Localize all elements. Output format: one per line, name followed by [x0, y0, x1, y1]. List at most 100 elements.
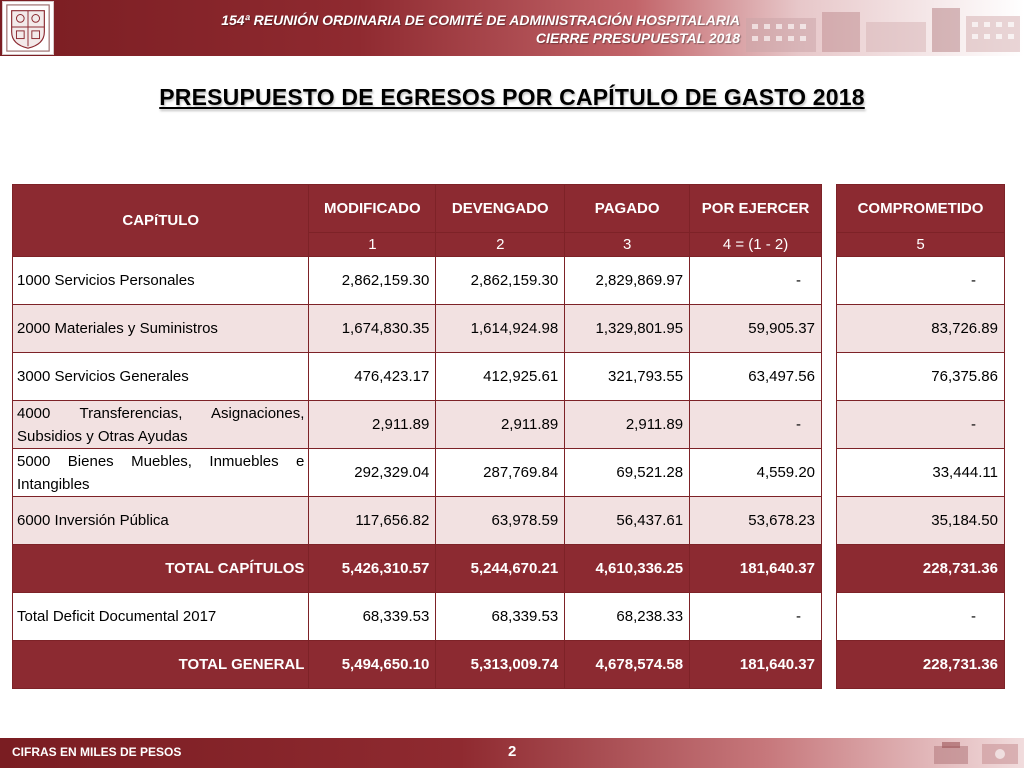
cell-pagado: 1,329,801.95 [564, 304, 691, 353]
cell-modificado: 292,329.04 [308, 448, 437, 497]
cell-pagado: 68,238.33 [564, 592, 691, 641]
header-pagado: PAGADO [564, 184, 691, 233]
subheader-2: 2 [435, 232, 566, 257]
total-row: 228,731.36 [836, 544, 1005, 593]
table-row: - [836, 400, 1005, 449]
table-row: 6000 Inversión Pública 117,656.82 63,978… [11, 496, 822, 545]
row-label: 3000 Servicios Generales [11, 352, 310, 401]
subheader-1: 1 [308, 232, 437, 257]
hospital-crest-icon [2, 1, 54, 55]
header-devengado: DEVENGADO [435, 184, 566, 233]
row-label: 5000 Bienes Muebles, Inmuebles e Intangi… [11, 448, 310, 497]
cell-por-ejercer: 181,640.37 [689, 640, 822, 689]
table-row: 2000 Materiales y Suministros 1,674,830.… [11, 304, 822, 353]
subheader-4: 4 = (1 - 2) [689, 232, 822, 257]
cell-comprometido: 76,375.86 [836, 352, 1005, 401]
header-line-1: 154ª REUNIÓN ORDINARIA DE COMITÉ DE ADMI… [221, 12, 740, 28]
cell-comprometido: - [836, 400, 1005, 449]
cell-modificado: 68,339.53 [308, 592, 437, 641]
table-row: Total Deficit Documental 2017 68,339.53 … [11, 592, 822, 641]
cell-devengado: 2,911.89 [435, 400, 566, 449]
cell-pagado: 56,437.61 [564, 496, 691, 545]
cell-modificado: 1,674,830.35 [308, 304, 437, 353]
row-label: 1000 Servicios Personales [11, 256, 310, 305]
cell-comprometido: 33,444.11 [836, 448, 1005, 497]
header-banner: 154ª REUNIÓN ORDINARIA DE COMITÉ DE ADMI… [0, 0, 1024, 56]
cell-modificado: 117,656.82 [308, 496, 437, 545]
footer-bar: CIFRAS EN MILES DE PESOS 2 [0, 738, 1024, 768]
table-header-row: COMPROMETIDO [836, 184, 1005, 233]
cell-devengado: 1,614,924.98 [435, 304, 566, 353]
hospital-building-icon [746, 8, 1020, 52]
cell-devengado: 5,313,009.74 [435, 640, 566, 689]
cell-comprometido: 35,184.50 [836, 496, 1005, 545]
cell-por-ejercer: 53,678.23 [689, 496, 822, 545]
cell-devengado: 287,769.84 [435, 448, 566, 497]
cell-por-ejercer: 4,559.20 [689, 448, 822, 497]
header-modificado: MODIFICADO [308, 184, 437, 233]
cell-pagado: 4,610,336.25 [564, 544, 691, 593]
cell-por-ejercer: - [689, 592, 822, 641]
cell-modificado: 5,426,310.57 [308, 544, 437, 593]
page-number: 2 [508, 743, 517, 760]
header-text: 154ª REUNIÓN ORDINARIA DE COMITÉ DE ADMI… [60, 11, 740, 47]
subheader-3: 3 [564, 232, 691, 257]
row-label: Total Deficit Documental 2017 [11, 592, 310, 641]
table-row: 35,184.50 [836, 496, 1005, 545]
cell-comprometido: - [836, 256, 1005, 305]
cell-devengado: 412,925.61 [435, 352, 566, 401]
cell-comprometido: 83,726.89 [836, 304, 1005, 353]
footer-crest-icon [934, 742, 1018, 764]
header-line-2: CIERRE PRESUPUESTAL 2018 [535, 30, 740, 46]
row-label: TOTAL CAPÍTULOS [11, 544, 310, 593]
table-subheader-row: 5 [836, 232, 1005, 257]
total-row: TOTAL GENERAL 5,494,650.10 5,313,009.74 … [11, 640, 822, 689]
cell-por-ejercer: 63,497.56 [689, 352, 822, 401]
cell-por-ejercer: - [689, 400, 822, 449]
cell-modificado: 2,911.89 [308, 400, 437, 449]
table-row: 33,444.11 [836, 448, 1005, 497]
table-row: 1000 Servicios Personales 2,862,159.30 2… [11, 256, 822, 305]
row-label: 4000 Transferencias, Asignaciones, Subsi… [11, 400, 310, 449]
cell-devengado: 63,978.59 [435, 496, 566, 545]
cell-modificado: 5,494,650.10 [308, 640, 437, 689]
cell-comprometido: 228,731.36 [836, 640, 1005, 689]
table-row: 4000 Transferencias, Asignaciones, Subsi… [11, 400, 822, 449]
cell-modificado: 476,423.17 [308, 352, 437, 401]
header-capitulo: CAPíTULO [11, 184, 310, 257]
cell-pagado: 321,793.55 [564, 352, 691, 401]
cell-por-ejercer: 181,640.37 [689, 544, 822, 593]
cell-pagado: 69,521.28 [564, 448, 691, 497]
cell-pagado: 2,911.89 [564, 400, 691, 449]
table-row: 5000 Bienes Muebles, Inmuebles e Intangi… [11, 448, 822, 497]
table-row: 3000 Servicios Generales 476,423.17 412,… [11, 352, 822, 401]
total-row: 228,731.36 [836, 640, 1005, 689]
table-header-row: CAPíTULO MODIFICADO DEVENGADO PAGADO POR… [11, 184, 822, 257]
cell-modificado: 2,862,159.30 [308, 256, 437, 305]
cell-devengado: 5,244,670.21 [435, 544, 566, 593]
cell-por-ejercer: - [689, 256, 822, 305]
header-comprometido: COMPROMETIDO [836, 184, 1005, 233]
table-subheader-row: 1 2 3 4 = (1 - 2) [13, 232, 822, 257]
cell-por-ejercer: 59,905.37 [689, 304, 822, 353]
table-row: - [836, 592, 1005, 641]
footer-note: CIFRAS EN MILES DE PESOS [12, 745, 182, 759]
comprometido-table: COMPROMETIDO 5 - 83,726.89 76,375.86 - 3… [836, 184, 1005, 689]
row-label: 6000 Inversión Pública [11, 496, 310, 545]
table-row: 83,726.89 [836, 304, 1005, 353]
row-label: 2000 Materiales y Suministros [11, 304, 310, 353]
cell-devengado: 2,862,159.30 [435, 256, 566, 305]
page-title: PRESUPUESTO DE EGRESOS POR CAPÍTULO DE G… [159, 84, 865, 110]
cell-pagado: 2,829,869.97 [564, 256, 691, 305]
header-por-ejercer: POR EJERCER [689, 184, 822, 233]
table-row: - [836, 256, 1005, 305]
budget-table: CAPíTULO MODIFICADO DEVENGADO PAGADO POR… [11, 184, 822, 689]
row-label: TOTAL GENERAL [11, 640, 310, 689]
table-row: 76,375.86 [836, 352, 1005, 401]
cell-devengado: 68,339.53 [435, 592, 566, 641]
subheader-5: 5 [836, 232, 1005, 257]
total-row: TOTAL CAPÍTULOS 5,426,310.57 5,244,670.2… [11, 544, 822, 593]
cell-comprometido: - [836, 592, 1005, 641]
cell-pagado: 4,678,574.58 [564, 640, 691, 689]
cell-comprometido: 228,731.36 [836, 544, 1005, 593]
